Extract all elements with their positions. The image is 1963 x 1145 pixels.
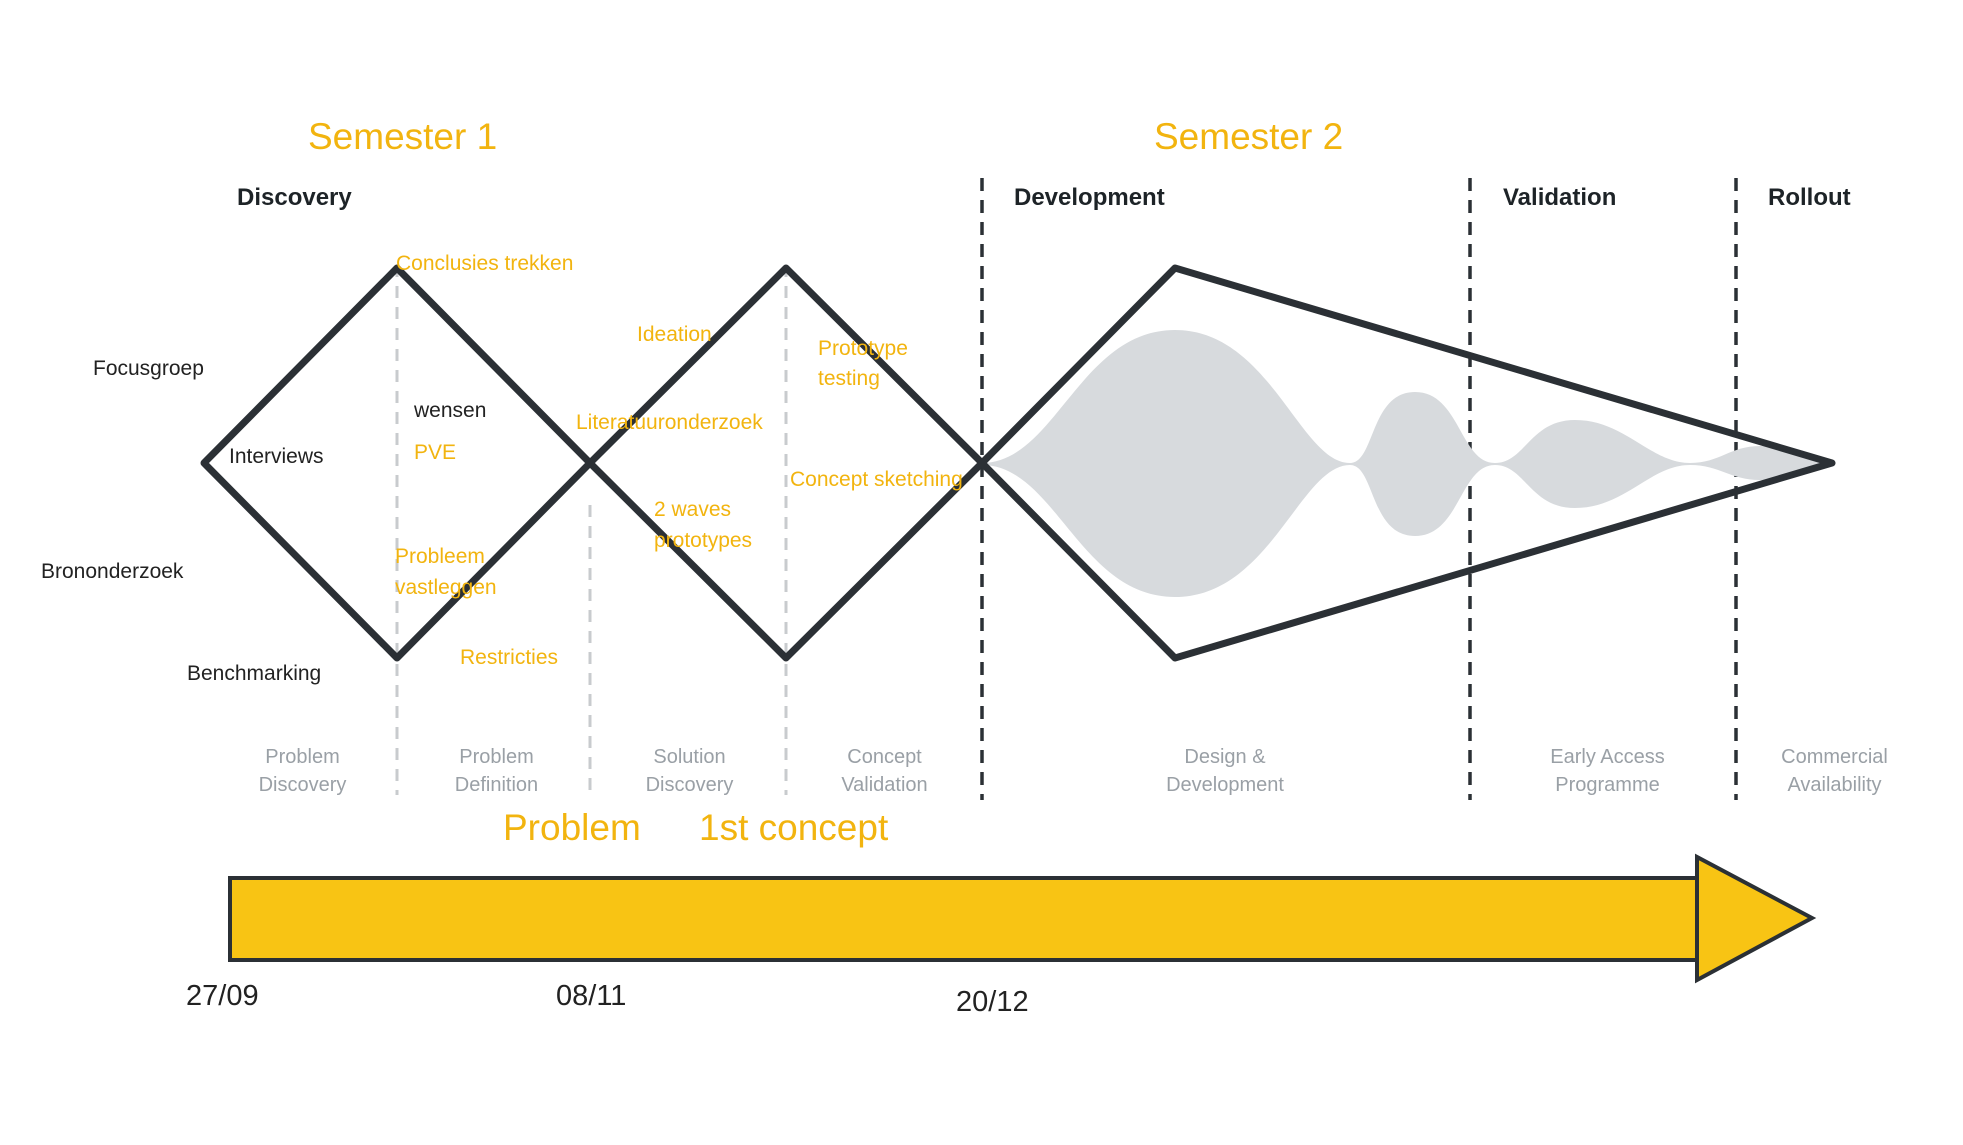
stage-line-1: Early Access bbox=[1550, 746, 1665, 768]
note-prototype: Prototype bbox=[818, 337, 908, 360]
date-end: 20/12 bbox=[956, 986, 1029, 1018]
date-mid: 08/11 bbox=[556, 980, 627, 1012]
note-literatuuronderzoek: Literatuuronderzoek bbox=[576, 411, 763, 434]
method-focusgroep: Focusgroep bbox=[93, 357, 204, 380]
stage-line-2: Discovery bbox=[258, 774, 347, 796]
stage-line-2: Development bbox=[1166, 774, 1284, 796]
stage-concept-validation: Concept Validation bbox=[812, 743, 957, 799]
phase-validation: Validation bbox=[1503, 184, 1617, 211]
stage-line-1: Design & bbox=[1184, 746, 1266, 768]
stage-line-1: Solution bbox=[653, 746, 726, 768]
stage-solution-discovery: Solution Discovery bbox=[617, 743, 762, 799]
stage-design-development: Design & Development bbox=[1135, 743, 1315, 799]
stage-line-1: Commercial bbox=[1781, 746, 1888, 768]
note-conclusies-trekken: Conclusies trekken bbox=[396, 252, 574, 275]
semester-1-label: Semester 1 bbox=[308, 116, 498, 157]
note-2-waves: 2 waves bbox=[654, 498, 732, 521]
milestone-problem: Problem bbox=[503, 807, 641, 848]
phase-discovery: Discovery bbox=[237, 184, 352, 211]
note-prototypes: prototypes bbox=[654, 529, 753, 552]
method-benchmarking: Benchmarking bbox=[187, 662, 322, 685]
note-interviews: Interviews bbox=[229, 445, 324, 468]
milestone-1st-concept: 1st concept bbox=[699, 807, 889, 848]
note-concept-sketching: Concept sketching bbox=[790, 468, 963, 491]
date-start: 27/09 bbox=[186, 980, 259, 1012]
stage-line-1: Problem bbox=[265, 746, 340, 768]
stage-line-2: Availability bbox=[1787, 774, 1882, 796]
stage-problem-discovery: Problem Discovery bbox=[230, 743, 375, 799]
note-restricties: Restricties bbox=[460, 646, 559, 669]
stage-line-2: Validation bbox=[841, 774, 928, 796]
stage-problem-definition: Problem Definition bbox=[424, 743, 569, 799]
note-ideation: Ideation bbox=[637, 323, 712, 346]
semester-2-label: Semester 2 bbox=[1154, 116, 1344, 157]
stage-line-2: Programme bbox=[1555, 774, 1660, 796]
development-wedge bbox=[978, 264, 1836, 662]
stage-early-access-programme: Early Access Programme bbox=[1525, 743, 1690, 799]
stage-line-1: Concept bbox=[847, 746, 922, 768]
stage-line-1: Problem bbox=[459, 746, 534, 768]
note-testing: testing bbox=[818, 367, 880, 390]
method-brononderzoek: Brononderzoek bbox=[41, 560, 184, 583]
note-vastleggen: vastleggen bbox=[395, 576, 497, 599]
stage-line-2: Definition bbox=[454, 774, 539, 796]
phase-development: Development bbox=[1014, 184, 1165, 211]
stage-line-2: Discovery bbox=[645, 774, 734, 796]
stage-commercial-availability: Commercial Availability bbox=[1752, 743, 1917, 799]
note-wensen: wensen bbox=[414, 399, 487, 422]
phase-rollout: Rollout bbox=[1768, 184, 1851, 211]
iteration-blob bbox=[982, 330, 1832, 597]
timeline-arrow bbox=[228, 853, 1817, 984]
note-probleem: Probleem bbox=[395, 545, 485, 568]
note-pve: PVE bbox=[414, 441, 457, 464]
